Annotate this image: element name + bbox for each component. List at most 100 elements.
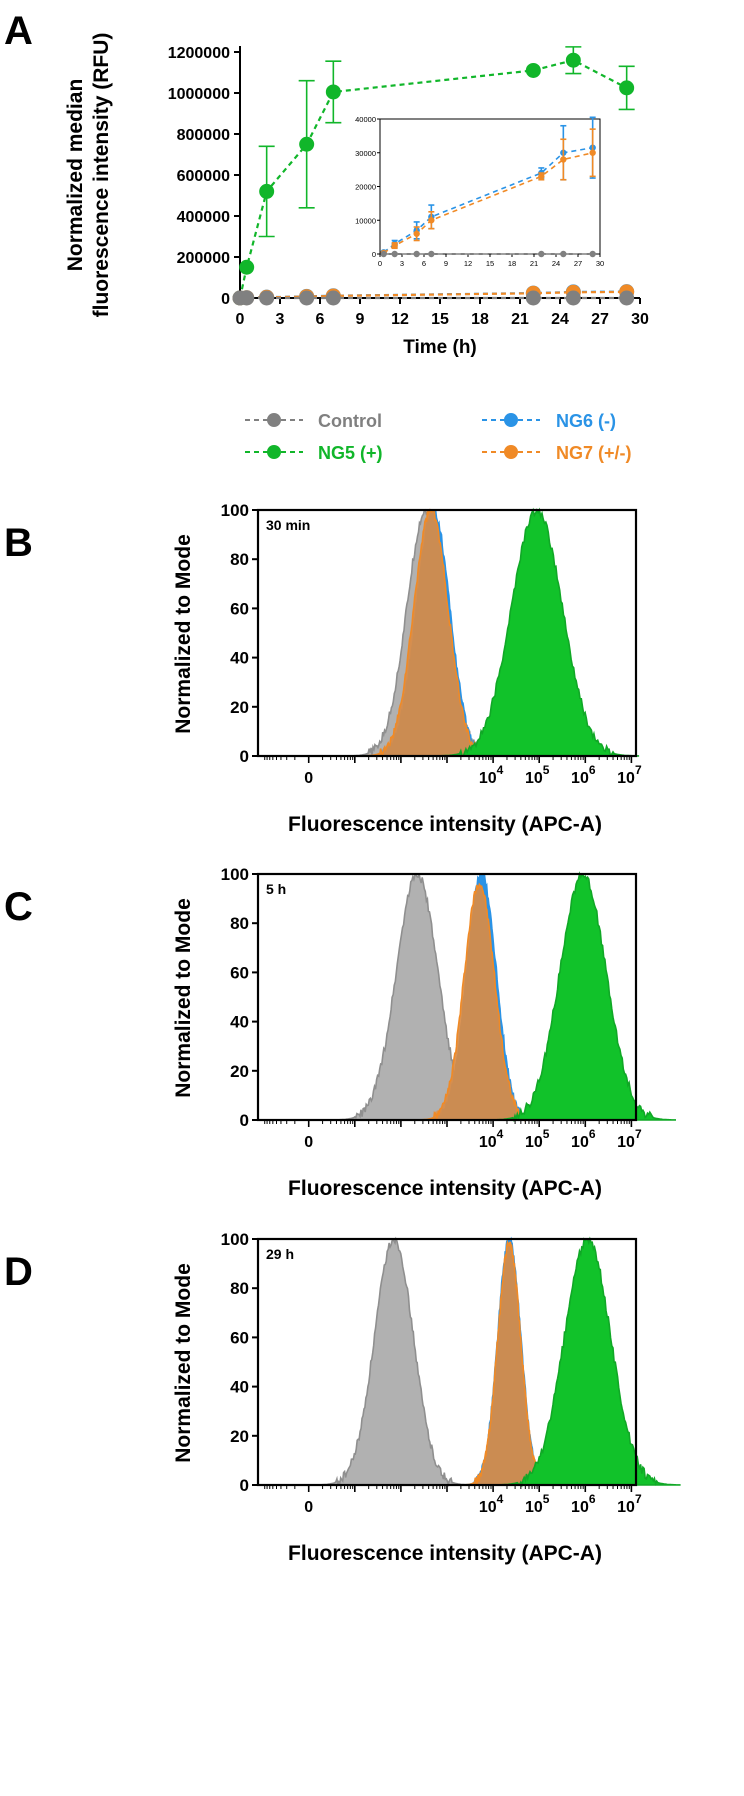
inset-x-tick-label: 21 [530, 259, 538, 268]
panel-label-b: B [4, 521, 33, 565]
time-annotation: 5 h [266, 881, 286, 897]
x-tick-label: 106 [571, 1492, 596, 1516]
x-tick-exponent: 5 [543, 1492, 550, 1506]
histogram-ng5 [494, 1236, 681, 1488]
y-tick-label: 0 [221, 291, 230, 308]
data-point-ng7 [560, 156, 567, 163]
data-point-ng7 [538, 173, 545, 180]
y-tick-label: 60 [230, 599, 249, 618]
data-point-ng5 [325, 84, 341, 100]
x-tick-label: 18 [471, 311, 489, 328]
data-point-ng5 [259, 183, 275, 199]
time-annotation: 30 min [266, 517, 310, 533]
panel-label-d: D [4, 1250, 33, 1294]
y-tick-label: 60 [230, 963, 249, 982]
inset-y-tick-label: 0 [372, 250, 376, 259]
x-tick-label: 105 [525, 763, 550, 787]
panel-label-c: C [4, 885, 33, 929]
legend-marker-ng5 [267, 445, 281, 459]
inset-y-tick-label: 10000 [355, 216, 376, 225]
x-tick-base: 10 [571, 770, 589, 787]
x-tick-label: 107 [617, 1492, 642, 1516]
x-tick-label: 6 [316, 311, 325, 328]
data-point-control [413, 250, 420, 258]
y-tick-label: 400000 [177, 209, 230, 226]
x-tick-exponent: 4 [497, 1492, 504, 1506]
legend-label-ng6: NG6 (-) [556, 411, 616, 431]
y-tick-label: 20 [230, 698, 249, 717]
legend-a: Control NG5 (+) NG6 (-) NG7 (+/-) [245, 411, 632, 463]
y-tick-label: 80 [230, 914, 249, 933]
y-tick-label: 80 [230, 550, 249, 569]
legend-label-ng5: NG5 (+) [318, 443, 383, 463]
y-tick-label: 200000 [177, 250, 230, 267]
x-axis-label: Fluorescence intensity (APC-A) [288, 813, 602, 836]
data-point-ng7 [391, 242, 398, 249]
x-tick-label: 24 [551, 311, 569, 328]
data-point-control [239, 290, 255, 306]
inset-a: 0 10000 20000 30000 40000 0 3 6 9 12 15 18 21 24 27 30 [355, 115, 604, 268]
x-tick-exponent: 7 [635, 1127, 642, 1141]
x-tick-exponent: 6 [589, 763, 596, 777]
x-tick-exponent: 4 [497, 763, 504, 777]
legend-marker-ng6 [504, 413, 518, 427]
data-point-control [619, 290, 635, 306]
inset-x-tick-label: 3 [400, 259, 404, 268]
x-tick-exponent: 4 [497, 1127, 504, 1141]
inset-y-tick-label: 20000 [355, 183, 376, 192]
y-tick-label: 1000000 [168, 86, 230, 103]
x-tick-base: 10 [571, 1134, 589, 1151]
y-tick-label: 800000 [177, 127, 230, 144]
data-point-ng7 [589, 149, 596, 156]
y-axis-label-a: Normalized median fluorescence intensity … [64, 33, 113, 318]
y-tick-label: 40 [230, 649, 249, 668]
x-tick-base: 10 [571, 1499, 589, 1516]
data-point-ng5 [299, 136, 315, 152]
y-tick-label: 20 [230, 1427, 249, 1446]
x-tick-label: 12 [391, 311, 409, 328]
inset-x-tick-label: 6 [422, 259, 426, 268]
x-axis-label-a: Time (h) [403, 337, 477, 358]
data-point-control [325, 290, 341, 306]
y-axis-label: Normalized to Mode [172, 534, 195, 734]
histogram-ng5 [434, 507, 640, 757]
x-tick-label: 104 [479, 1492, 504, 1516]
x-axis-label: Fluorescence intensity (APC-A) [288, 1542, 602, 1565]
inset-x-tick-label: 18 [508, 259, 516, 268]
y-axis-label-line-2: fluorescence intensity (RFU) [90, 33, 113, 318]
inset-x-tick-label: 12 [464, 259, 472, 268]
data-point-control [560, 250, 567, 258]
panel-a: A020000040000060000080000010000001200000… [4, 9, 649, 463]
x-tick-base: 10 [479, 1499, 497, 1516]
x-tick-base: 10 [479, 770, 497, 787]
y-tick-label: 1200000 [168, 45, 230, 62]
time-annotation: 29 h [266, 1246, 294, 1262]
inset-x-tick-label: 30 [596, 259, 604, 268]
x-tick-base: 0 [304, 770, 313, 787]
x-tick-base: 10 [617, 1499, 635, 1516]
x-tick-base: 10 [479, 1134, 497, 1151]
x-tick-exponent: 5 [543, 763, 550, 777]
y-tick-label: 600000 [177, 168, 230, 185]
inset-x-tick-label: 9 [444, 259, 448, 268]
inset-frame [379, 118, 601, 255]
y-tick-label: 20 [230, 1062, 249, 1081]
x-axis-label: Fluorescence intensity (APC-A) [288, 1177, 602, 1200]
y-tick-label: 40 [230, 1378, 249, 1397]
inset-x-tick-label: 24 [552, 259, 560, 268]
data-point-control [565, 290, 581, 306]
x-tick-label: 104 [479, 1127, 504, 1151]
x-tick-label: 27 [591, 311, 609, 328]
x-tick-label: 107 [617, 1127, 642, 1151]
x-tick-base: 10 [525, 770, 543, 787]
data-point-ng5 [565, 52, 581, 68]
legend-label-ng7: NG7 (+/-) [556, 443, 632, 463]
y-tick-label: 0 [240, 1111, 249, 1130]
x-tick-label: 105 [525, 1492, 550, 1516]
x-tick-label: 0 [304, 1134, 313, 1151]
x-tick-label: 0 [304, 770, 313, 787]
series-line-ng5 [238, 59, 628, 299]
x-tick-base: 0 [304, 1134, 313, 1151]
